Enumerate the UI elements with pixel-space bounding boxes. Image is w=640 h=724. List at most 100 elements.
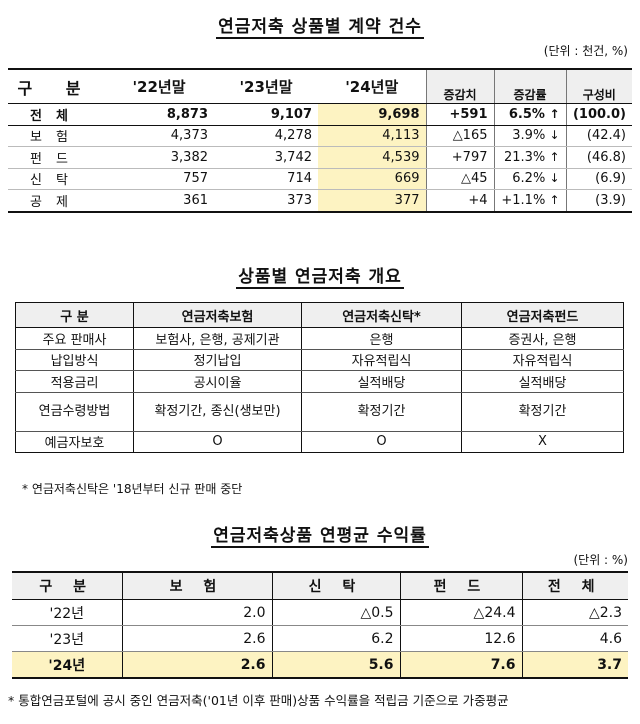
row-value: O — [301, 431, 462, 453]
return-header-trust: 신 탁 — [271, 572, 400, 600]
table-row: 펀드 3,382 3,742 4,539 +797 21.3% ↑ (46.8) — [8, 146, 632, 169]
header-category: 구 분 — [8, 69, 104, 104]
table-row: 적용금리 공시이율 실적배당 실적배당 — [15, 370, 624, 393]
direction-arrow-icon: ↓ — [549, 171, 560, 186]
row-label: 보험 — [8, 125, 104, 147]
table-row: 주요 판매사 보험사, 은행, 공제기관 은행 증권사, 은행 — [15, 327, 624, 350]
value-y22: 3,382 — [104, 146, 214, 169]
row-label: 전체 — [8, 103, 104, 126]
contract-count-table: 구 분 '22년말 '23년말 '24년말 증감치 증감률 구성비 전체 8,87… — [8, 68, 632, 213]
row-value: △0.5 — [271, 599, 400, 626]
value-share: (100.0) — [565, 103, 632, 126]
value-rate: 6.5% ↑ — [493, 103, 566, 126]
value-change: +4 — [425, 189, 494, 212]
row-value: 12.6 — [399, 625, 522, 652]
rate-text: 6.5% — [508, 106, 545, 122]
row-value: 2.6 — [121, 651, 272, 678]
header-y23: '23년말 — [214, 69, 318, 104]
header-y22: '22년말 — [104, 69, 214, 104]
row-value: 확정기간 — [461, 392, 624, 432]
row-label: 적용금리 — [15, 370, 134, 393]
overview-header-trust: 연금저축신탁* — [301, 302, 462, 328]
row-label: 납입방식 — [15, 349, 134, 371]
value-y24: 9,698 — [318, 103, 426, 126]
value-rate: 3.9% ↓ — [493, 125, 566, 147]
table-row: '23년 2.6 6.2 12.6 4.6 — [12, 625, 628, 652]
row-label: 예금자보호 — [44, 436, 105, 452]
table-row: '24년 2.6 5.6 7.6 3.7 — [12, 651, 628, 678]
value-change: △45 — [425, 168, 494, 190]
overview-header-fund: 연금저축펀드 — [461, 302, 624, 328]
table-row: 신탁 757 714 669 △45 6.2% ↓ (6.9) — [8, 168, 632, 190]
row-value: 보험사, 은행, 공제기관 — [133, 327, 302, 350]
row-value: 5.6 — [271, 651, 400, 678]
direction-arrow-icon: ↑ — [549, 192, 560, 207]
overview-header-category: 구 분 — [15, 302, 134, 328]
row-label: '22년 — [12, 599, 122, 626]
rate-text: +1.1% — [501, 192, 546, 208]
value-share: (42.4) — [565, 125, 632, 147]
value-rate: +1.1% ↑ — [493, 189, 566, 212]
value-y23: 714 — [214, 168, 318, 190]
value-share: (3.9) — [565, 189, 632, 212]
row-label: 공제 — [8, 189, 104, 212]
value-y22: 8,873 — [104, 103, 214, 126]
row-value: 공시이율 — [133, 370, 302, 393]
row-value: 실적배당 — [461, 370, 624, 393]
row-value: 자유적립식 — [301, 349, 462, 371]
row-value: △24.4 — [399, 599, 522, 626]
row-value: 증권사, 은행 — [461, 327, 624, 350]
row-label: '23년 — [12, 625, 122, 652]
value-y23: 3,742 — [214, 146, 318, 169]
product-overview-table: 구 분 연금저축보험 연금저축신탁* 연금저축펀드 주요 판매사 보험사, 은행,… — [15, 302, 624, 453]
row-label: 연금수령방법 — [15, 392, 134, 432]
value-y24: 669 — [318, 168, 426, 190]
table-row: '22년 2.0 △0.5 △24.4 △2.3 — [12, 599, 628, 626]
return-rate-table: 구 분 보 험 신 탁 펀 드 전 체 '22년 2.0 △0.5 △24.4 △2.3… — [12, 571, 628, 679]
direction-arrow-icon: ↑ — [549, 149, 560, 164]
return-header-fund: 펀 드 — [399, 572, 522, 600]
value-y23: 373 — [214, 189, 318, 212]
row-value: X — [461, 431, 624, 453]
rate-text: 21.3% — [503, 149, 546, 165]
overview-header-insurance: 연금저축보험 — [133, 302, 302, 328]
value-y22: 4,373 — [104, 125, 214, 147]
header-y24: '24년말 — [318, 69, 426, 104]
table1-title: 연금저축 상품별 계약 건수 — [216, 17, 424, 39]
table-row: 보험 4,373 4,278 4,113 △165 3.9% ↓ (42.4) — [8, 125, 632, 147]
table1-unit: (단위 : 천건, %) — [543, 44, 628, 58]
return-header-insurance: 보 험 — [121, 572, 272, 600]
row-value: 은행 — [301, 327, 462, 350]
row-label: '24년 — [12, 651, 122, 678]
direction-arrow-icon: ↑ — [549, 106, 560, 121]
row-value: 3.7 — [521, 651, 628, 678]
direction-arrow-icon: ↓ — [549, 128, 560, 143]
value-change: +591 — [425, 103, 494, 126]
row-label: 주요 판매사 — [15, 327, 134, 350]
table-row: 예금자보호 O O X — [16, 431, 624, 453]
value-y23: 9,107 — [214, 103, 318, 126]
table-row: 납입방식 정기납입 자유적립식 자유적립식 — [15, 349, 624, 371]
header-change: 증감치 — [425, 69, 494, 104]
row-value: 2.0 — [121, 599, 272, 626]
row-value: 자유적립식 — [461, 349, 624, 371]
value-rate: 6.2% ↓ — [493, 168, 566, 190]
value-y24: 377 — [318, 189, 426, 212]
value-change: +797 — [425, 146, 494, 169]
row-value: 확정기간, 종신(생보만) — [133, 392, 302, 432]
value-y22: 757 — [104, 168, 214, 190]
value-y24: 4,113 — [318, 125, 426, 147]
row-label: 펀드 — [8, 146, 104, 169]
return-header-total: 전 체 — [521, 572, 628, 600]
value-y24: 4,539 — [318, 146, 426, 169]
table3-unit: (단위 : %) — [573, 553, 628, 567]
row-value: 확정기간 — [301, 392, 462, 432]
value-share: (6.9) — [565, 168, 632, 190]
header-rate: 증감률 — [493, 69, 566, 104]
table3-title: 연금저축상품 연평균 수익률 — [211, 526, 429, 548]
value-rate: 21.3% ↑ — [493, 146, 566, 169]
row-value: O — [133, 431, 302, 453]
row-value: △2.3 — [521, 599, 628, 626]
table-row: 전체 8,873 9,107 9,698 +591 6.5% ↑ (100.0) — [8, 103, 632, 126]
header-share: 구성비 — [565, 69, 632, 104]
